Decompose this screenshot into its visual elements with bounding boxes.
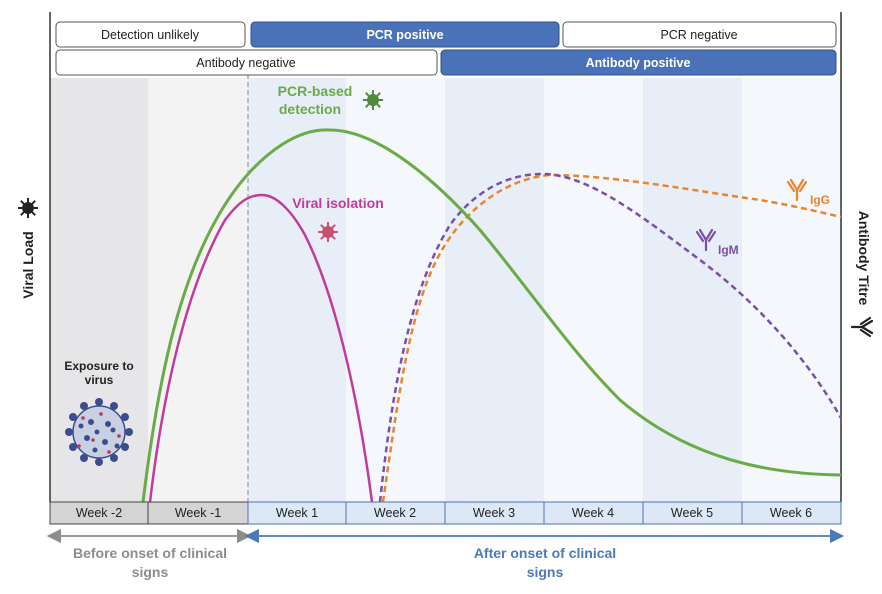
viral-load-axis-label: Viral Load xyxy=(20,231,36,298)
viral-isolation-curve xyxy=(148,193,374,503)
week-label: Week 1 xyxy=(276,506,318,520)
antibody-titre-axis-label: Antibody Titre xyxy=(856,211,872,306)
igg-curve xyxy=(381,173,842,503)
bg-week-minus-1 xyxy=(148,78,248,502)
before-onset-label-line2: signs xyxy=(132,564,169,580)
status-detection-unlikely xyxy=(55,21,246,48)
status-pcr-positive xyxy=(250,21,560,48)
status-pcr-positive-label: PCR positive xyxy=(366,28,443,42)
coronavirus-icon xyxy=(65,398,133,466)
week-label: Week 6 xyxy=(770,506,812,520)
bg-week-4 xyxy=(544,78,643,502)
status-detection-unlikely-label: Detection unlikely xyxy=(101,28,200,42)
igm-label: IgM xyxy=(718,243,739,257)
column-backgrounds xyxy=(50,78,841,502)
igg-antibody-icon xyxy=(786,178,808,202)
after-onset-label-line1: After onset of clinical xyxy=(474,545,616,561)
pcr-detection-label-line2: detection xyxy=(279,101,341,117)
pcr-detection-curve xyxy=(141,128,842,503)
week-label: Week 5 xyxy=(671,506,713,520)
status-antibody-negative xyxy=(55,49,438,76)
igm-antibody-icon xyxy=(695,228,717,252)
antibody-status-row: Antibody negative Antibody positive xyxy=(55,49,837,76)
igm-curve xyxy=(378,172,843,503)
exposure-label-line1: Exposure to xyxy=(64,359,133,373)
week-label: Week 3 xyxy=(473,506,515,520)
igg-label: IgG xyxy=(810,193,830,207)
bg-week-5 xyxy=(643,78,742,502)
after-onset-label-line2: signs xyxy=(527,564,564,580)
status-pcr-negative-label: PCR negative xyxy=(660,28,737,42)
week-label: Week 2 xyxy=(374,506,416,520)
bg-week-1 xyxy=(248,78,346,502)
status-antibody-positive xyxy=(440,49,837,76)
viral-isolation-label: Viral isolation xyxy=(292,195,384,211)
status-antibody-positive-label: Antibody positive xyxy=(586,56,691,70)
before-onset-label-line1: Before onset of clinical xyxy=(73,545,227,561)
status-pcr-negative xyxy=(562,21,837,48)
bg-week-6 xyxy=(742,78,841,502)
week-axis: Week -2 Week -1 Week 1 Week 2 Week 3 Wee… xyxy=(49,501,842,525)
bg-week-2 xyxy=(346,78,445,502)
exposure-label-line2: virus xyxy=(85,373,114,387)
week-label: Week -2 xyxy=(76,506,122,520)
pcr-status-row: Detection unlikely PCR positive PCR nega… xyxy=(55,21,837,48)
week-label: Week 4 xyxy=(572,506,614,520)
status-antibody-negative-label: Antibody negative xyxy=(196,56,295,70)
week-cell-6 xyxy=(741,501,842,525)
pink-virus-icon xyxy=(318,222,338,242)
week-label: Week -1 xyxy=(175,506,221,520)
pcr-detection-label-line1: PCR-based xyxy=(278,83,353,99)
curves xyxy=(141,128,843,503)
antibody-icon xyxy=(850,316,874,338)
virus-icon xyxy=(18,198,38,218)
green-virus-icon xyxy=(363,90,383,110)
